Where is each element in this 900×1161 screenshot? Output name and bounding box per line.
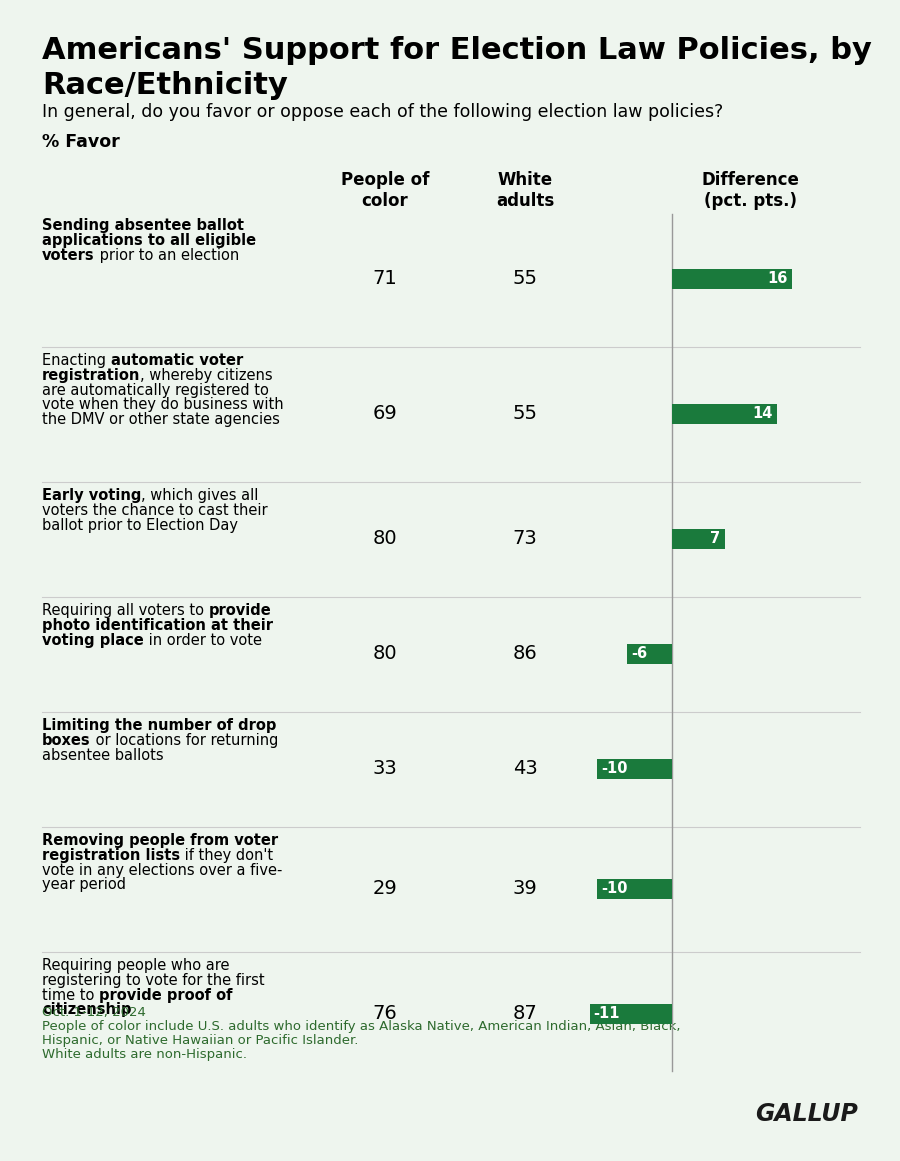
Text: if they don't: if they don't [180, 848, 274, 863]
Bar [672, 528, 724, 548]
Text: registration: registration [42, 368, 140, 383]
Text: White adults are non-Hispanic.: White adults are non-Hispanic. [42, 1048, 247, 1061]
Text: 16: 16 [768, 271, 788, 286]
Text: In general, do you favor or oppose each of the following election law policies?: In general, do you favor or oppose each … [42, 103, 724, 121]
Text: Removing people from voter: Removing people from voter [42, 832, 278, 848]
Text: , which gives all: , which gives all [141, 488, 259, 503]
Text: applications to all eligible: applications to all eligible [42, 233, 256, 247]
Text: -11: -11 [593, 1005, 620, 1021]
Text: 55: 55 [512, 404, 537, 423]
Text: Enacting: Enacting [42, 353, 111, 368]
Text: 33: 33 [373, 759, 398, 778]
Text: 87: 87 [513, 1004, 537, 1023]
Text: Limiting the number of drop: Limiting the number of drop [42, 717, 276, 733]
Text: voters the chance to cast their: voters the chance to cast their [42, 503, 267, 518]
Text: People of color include U.S. adults who identify as Alaska Native, American Indi: People of color include U.S. adults who … [42, 1021, 680, 1033]
Text: 80: 80 [373, 644, 397, 663]
Text: Oct. 1-12, 2024: Oct. 1-12, 2024 [42, 1005, 146, 1019]
Text: 76: 76 [373, 1004, 398, 1023]
Text: -10: -10 [601, 760, 627, 776]
Bar [597, 758, 672, 779]
Text: 7: 7 [710, 531, 721, 546]
Text: in order to vote: in order to vote [144, 633, 262, 648]
Text: Requiring all voters to: Requiring all voters to [42, 603, 209, 618]
Text: 14: 14 [752, 406, 773, 421]
Text: 69: 69 [373, 404, 398, 423]
Text: provide proof of: provide proof of [99, 988, 232, 1003]
Text: Americans' Support for Election Law Policies, by
Race/Ethnicity: Americans' Support for Election Law Poli… [42, 36, 872, 100]
Text: 29: 29 [373, 879, 398, 897]
Text: registration lists: registration lists [42, 848, 180, 863]
Text: , whereby citizens: , whereby citizens [140, 368, 273, 383]
Text: voting place: voting place [42, 633, 144, 648]
Text: 86: 86 [513, 644, 537, 663]
Text: vote in any elections over a five-: vote in any elections over a five- [42, 863, 283, 878]
Text: the DMV or other state agencies: the DMV or other state agencies [42, 412, 280, 427]
Text: 71: 71 [373, 269, 398, 288]
Text: boxes: boxes [42, 733, 91, 748]
Text: Early voting: Early voting [42, 488, 141, 503]
Text: White
adults: White adults [496, 171, 554, 210]
Text: prior to an election: prior to an election [94, 247, 239, 262]
Text: 80: 80 [373, 529, 397, 548]
Text: time to: time to [42, 988, 99, 1003]
Bar [590, 1003, 672, 1024]
Text: 73: 73 [513, 529, 537, 548]
Text: ballot prior to Election Day: ballot prior to Election Day [42, 518, 238, 533]
Text: or locations for returning: or locations for returning [91, 733, 278, 748]
Text: 43: 43 [513, 759, 537, 778]
Text: Hispanic, or Native Hawaiian or Pacific Islander.: Hispanic, or Native Hawaiian or Pacific … [42, 1034, 358, 1047]
Text: Sending absentee ballot: Sending absentee ballot [42, 218, 244, 233]
Text: -6: -6 [631, 646, 647, 661]
Text: GALLUP: GALLUP [755, 1102, 858, 1126]
Text: voters: voters [42, 247, 94, 262]
Text: photo identification at their: photo identification at their [42, 618, 273, 633]
Text: absentee ballots: absentee ballots [42, 748, 164, 763]
Text: are automatically registered to: are automatically registered to [42, 383, 269, 397]
Text: % Favor: % Favor [42, 134, 120, 151]
Text: -10: -10 [601, 881, 627, 896]
Text: 55: 55 [512, 269, 537, 288]
Text: citizenship: citizenship [42, 1002, 131, 1017]
Text: provide: provide [209, 603, 272, 618]
Bar [627, 643, 672, 663]
Bar [672, 404, 777, 424]
Text: automatic voter: automatic voter [111, 353, 243, 368]
Text: year period: year period [42, 878, 126, 893]
Text: People of
color: People of color [341, 171, 429, 210]
Bar [672, 268, 792, 288]
Text: Difference
(pct. pts.): Difference (pct. pts.) [701, 171, 799, 210]
Text: vote when they do business with: vote when they do business with [42, 397, 284, 412]
Text: registering to vote for the first: registering to vote for the first [42, 973, 265, 988]
Text: Requiring people who are: Requiring people who are [42, 958, 230, 973]
Text: 39: 39 [513, 879, 537, 897]
Bar [597, 879, 672, 899]
